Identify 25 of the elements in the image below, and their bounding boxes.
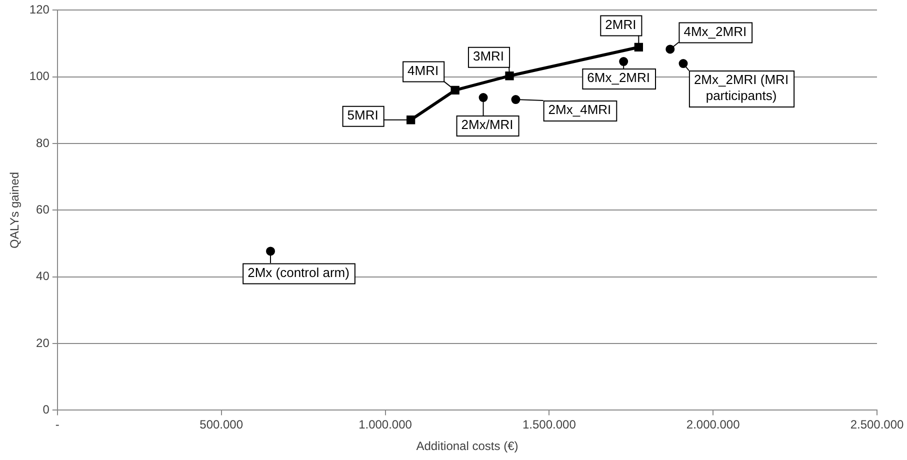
annotation: 4MRI bbox=[408, 62, 439, 78]
y-tick-label: 120 bbox=[29, 2, 50, 17]
annotation: 4Mx_2MRI bbox=[684, 24, 747, 39]
x-tick-label: 2.000.000 bbox=[686, 418, 740, 432]
y-tick-label: 40 bbox=[36, 269, 50, 284]
x-tick-label: - bbox=[55, 418, 60, 432]
annotation: 5MRI bbox=[347, 107, 378, 122]
annotation: 2Mx (control arm) bbox=[248, 264, 350, 280]
y-tick-label: 100 bbox=[29, 69, 50, 84]
y-tick-label: 0 bbox=[42, 402, 50, 417]
x-tick-label: 2.500.000 bbox=[850, 418, 904, 432]
y-tick-label: 80 bbox=[36, 136, 50, 150]
y-axis-title: QALYs gained bbox=[8, 172, 22, 248]
x-tick-label: 1.000.000 bbox=[358, 418, 412, 432]
annotation: 2MRI bbox=[605, 16, 636, 32]
x-tick-label: 1.500.000 bbox=[522, 418, 576, 432]
annotation: 2Mx/MRI bbox=[461, 117, 514, 132]
y-tick-label: 60 bbox=[36, 202, 50, 217]
annotation: 6Mx_2MRI bbox=[587, 70, 650, 86]
annotation: 2Mx_2MRI (MRI participants) bbox=[694, 72, 789, 104]
y-tick-label: 20 bbox=[36, 336, 50, 350]
annotation: 2Mx_4MRI bbox=[548, 102, 612, 118]
x-axis-title: Additional costs (€) bbox=[416, 439, 518, 454]
x-tick-label: 500.000 bbox=[200, 418, 244, 432]
annotation: 3MRI bbox=[472, 48, 504, 64]
